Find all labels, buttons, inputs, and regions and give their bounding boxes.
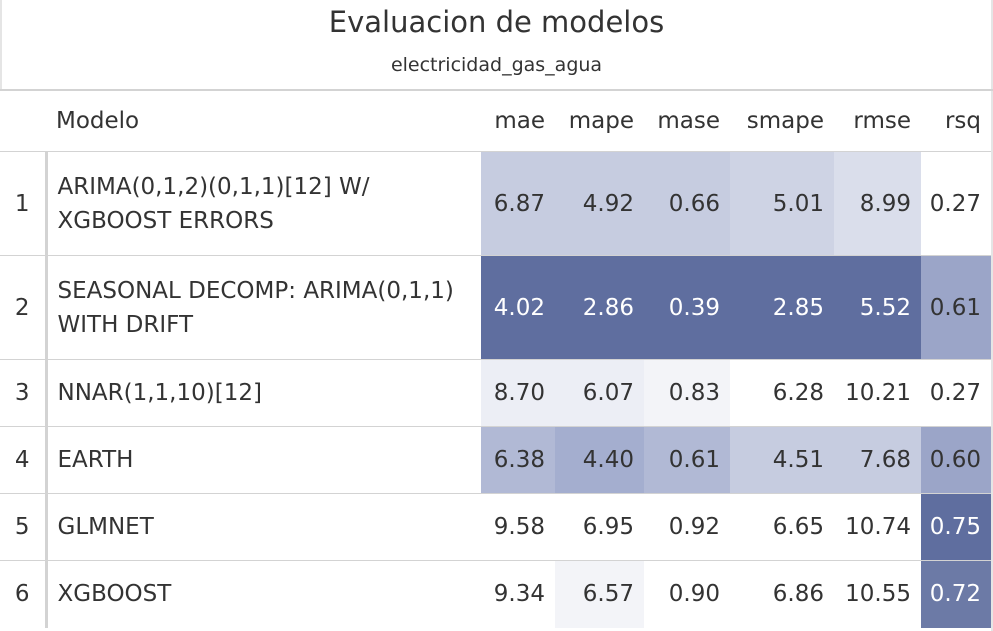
header-index bbox=[0, 91, 46, 152]
model-name-cell: SEASONAL DECOMP: ARIMA(0,1,1) WITH DRIFT bbox=[46, 255, 481, 360]
metric-mape-cell: 4.40 bbox=[555, 426, 644, 494]
metric-smape-cell: 5.01 bbox=[730, 151, 834, 256]
metric-rsq-cell: 0.72 bbox=[921, 560, 991, 628]
metric-smape-cell: 6.86 bbox=[730, 560, 834, 628]
row-index: 2 bbox=[0, 255, 48, 360]
metric-rsq-cell: 0.27 bbox=[921, 359, 991, 427]
metric-mape-cell: 6.95 bbox=[555, 493, 644, 561]
metric-mape-cell: 4.92 bbox=[555, 151, 644, 256]
metric-rsq-cell: 0.61 bbox=[921, 255, 991, 360]
metric-mae-cell: 9.58 bbox=[481, 493, 555, 561]
model-name-cell: GLMNET bbox=[46, 493, 481, 561]
metric-mae-cell: 9.34 bbox=[481, 560, 555, 628]
table-row: 4 EARTH 6.38 4.40 0.61 4.51 7.68 0.60 bbox=[0, 426, 991, 494]
model-name-cell: EARTH bbox=[46, 426, 481, 494]
metric-mase-cell: 0.92 bbox=[644, 493, 730, 561]
metric-mape-cell: 6.07 bbox=[555, 359, 644, 427]
model-name: ARIMA(0,1,2)(0,1,1)[12] W/ XGBOOST ERROR… bbox=[57, 173, 370, 234]
header-mae: mae bbox=[494, 108, 545, 134]
table-body: 1 ARIMA(0,1,2)(0,1,1)[12] W/ XGBOOST ERRO… bbox=[0, 151, 991, 628]
table-row: 1 ARIMA(0,1,2)(0,1,1)[12] W/ XGBOOST ERRO… bbox=[0, 151, 991, 256]
model-name: SEASONAL DECOMP: ARIMA(0,1,1) WITH DRIFT bbox=[57, 277, 454, 338]
metric-rsq-cell: 0.60 bbox=[921, 426, 991, 494]
metric-rmse-cell: 10.74 bbox=[834, 493, 921, 561]
metric-mae-cell: 6.87 bbox=[481, 151, 555, 256]
metric-mase-cell: 0.39 bbox=[644, 255, 730, 360]
metric-mase-cell: 0.90 bbox=[644, 560, 730, 628]
model-name: NNAR(1,1,10)[12] bbox=[57, 380, 262, 406]
metric-rmse-cell: 5.52 bbox=[834, 255, 921, 360]
metric-mase-cell: 0.61 bbox=[644, 426, 730, 494]
metric-rmse-cell: 7.68 bbox=[834, 426, 921, 494]
metric-mape-cell: 6.57 bbox=[555, 560, 644, 628]
model-name: EARTH bbox=[57, 447, 134, 473]
row-index: 6 bbox=[0, 560, 48, 628]
metric-rmse-cell: 10.21 bbox=[834, 359, 921, 427]
metric-smape-cell: 6.28 bbox=[730, 359, 834, 427]
metric-mase-cell: 0.83 bbox=[644, 359, 730, 427]
metric-mase-cell: 0.66 bbox=[644, 151, 730, 256]
header-mape: mape bbox=[568, 108, 634, 134]
metric-rsq-cell: 0.75 bbox=[921, 493, 991, 561]
model-name: GLMNET bbox=[57, 514, 154, 540]
model-name: XGBOOST bbox=[57, 581, 172, 608]
header-modelo: Modelo bbox=[56, 108, 140, 134]
metric-smape-cell: 4.51 bbox=[730, 426, 834, 494]
left-border bbox=[0, 0, 2, 90]
metric-smape-cell: 6.65 bbox=[730, 493, 834, 561]
header-mase: mase bbox=[657, 108, 720, 134]
row-index: 4 bbox=[0, 426, 48, 494]
metrics-table: Modelo mae mape mase smape rmse rsq 1 ARI… bbox=[0, 91, 991, 628]
metric-rmse-cell: 8.99 bbox=[834, 151, 921, 256]
table-row: 3 NNAR(1,1,10)[12] 8.70 6.07 0.83 6.28 10.21 0.… bbox=[0, 359, 991, 427]
metric-mape-cell: 2.86 bbox=[555, 255, 644, 360]
header-rmse: rmse bbox=[853, 108, 911, 134]
header-row: Modelo mae mape mase smape rmse rsq bbox=[0, 91, 991, 152]
model-name-cell: ARIMA(0,1,2)(0,1,1)[12] W/ XGBOOST ERROR… bbox=[46, 151, 481, 256]
row-index: 1 bbox=[0, 151, 48, 256]
row-index: 5 bbox=[0, 493, 48, 561]
model-name-cell: NNAR(1,1,10)[12] bbox=[46, 359, 481, 427]
header-smape: smape bbox=[746, 108, 824, 134]
table-subtitle: electricidad_gas_agua bbox=[390, 54, 603, 76]
right-border bbox=[991, 0, 993, 631]
metric-rmse-cell: 10.55 bbox=[834, 560, 921, 628]
row-index: 3 bbox=[0, 359, 48, 427]
metric-mae-cell: 6.38 bbox=[481, 426, 555, 494]
metric-smape-cell: 2.85 bbox=[730, 255, 834, 360]
table-row: 6 XGBOOST 9.34 6.57 0.90 6.86 10.55 0.72 bbox=[0, 560, 991, 628]
header-top-rule bbox=[0, 89, 993, 91]
metric-mae-cell: 8.70 bbox=[481, 359, 555, 427]
table-row: 2 SEASONAL DECOMP: ARIMA(0,1,1) WITH DRIF… bbox=[0, 255, 991, 360]
header-rsq: rsq bbox=[944, 108, 981, 134]
table-title: Evaluacion de modelos bbox=[328, 5, 665, 39]
metric-mae-cell: 4.02 bbox=[481, 255, 555, 360]
table-row: 5 GLMNET 9.58 6.95 0.92 6.65 10.74 0.75 bbox=[0, 493, 991, 561]
model-name-cell: XGBOOST bbox=[46, 560, 481, 628]
metric-rsq-cell: 0.27 bbox=[921, 151, 991, 256]
